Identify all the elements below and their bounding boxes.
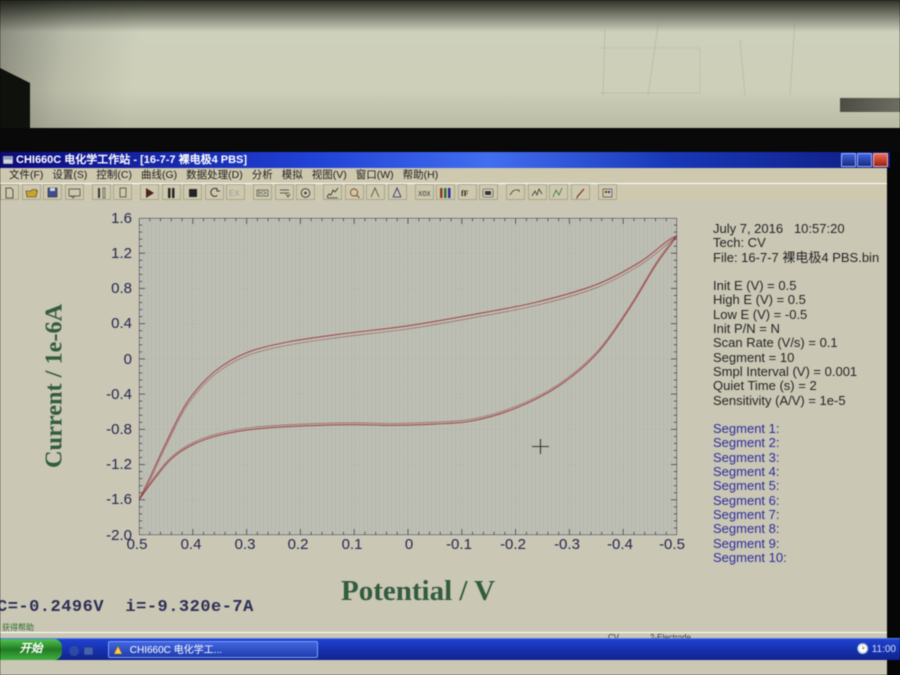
- svg-text:EX: EX: [229, 189, 240, 198]
- svg-text:I<>: I<>: [258, 191, 267, 197]
- svg-text:fF: fF: [461, 189, 469, 198]
- svg-text:XOX: XOX: [418, 191, 431, 199]
